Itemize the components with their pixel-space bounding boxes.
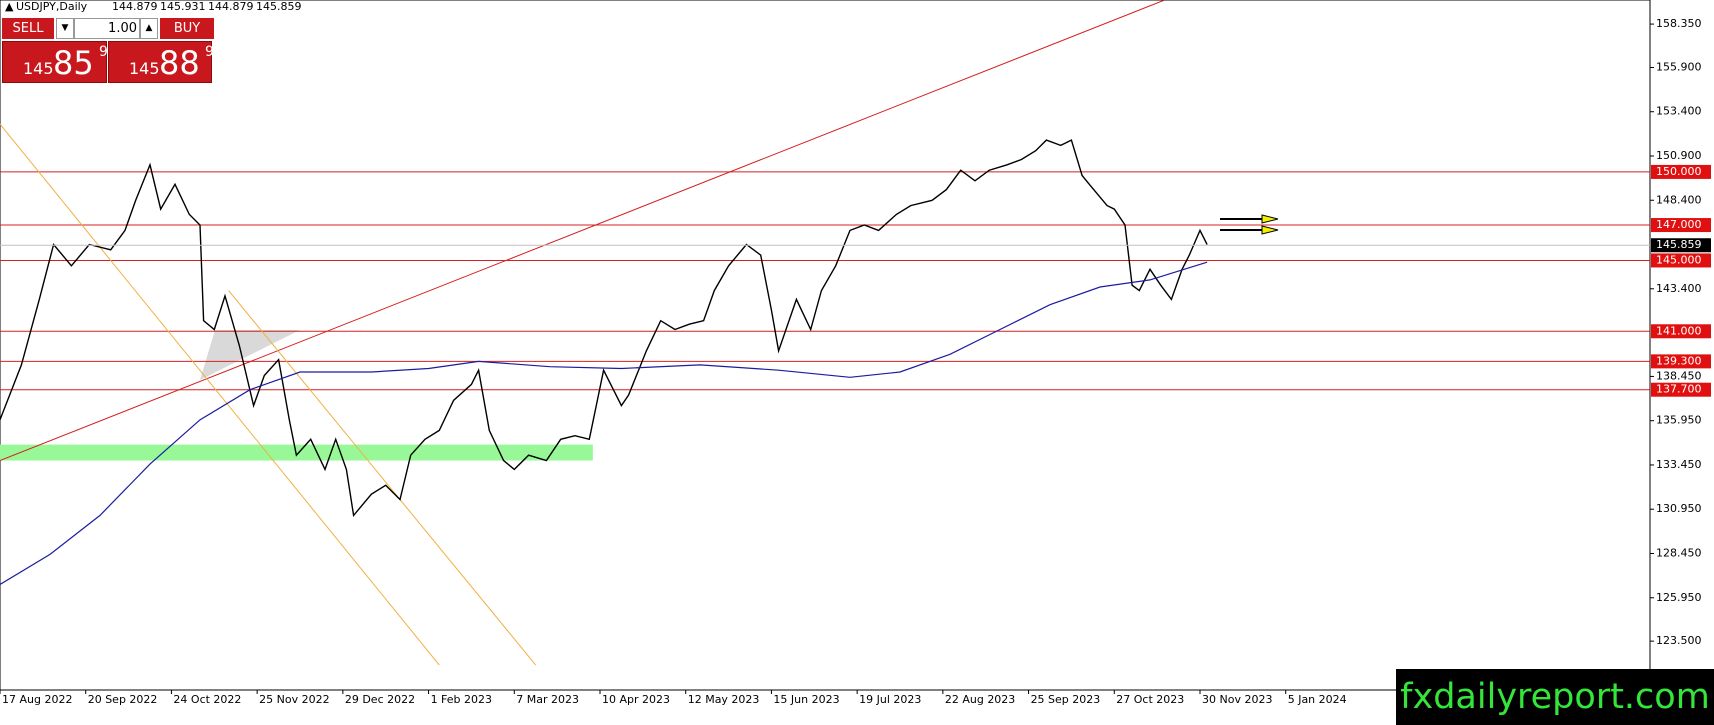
- level-label-box: [1651, 324, 1711, 339]
- y-tick-label: 150.900: [1656, 149, 1702, 162]
- y-tick-label: 135.950: [1656, 414, 1702, 427]
- x-tick-label: 10 Apr 2023: [602, 693, 670, 706]
- level-label-box: [1651, 382, 1711, 397]
- x-tick-label: 15 Jun 2023: [773, 693, 839, 706]
- level-label: 137.700: [1656, 383, 1702, 396]
- x-tick-label: 25 Sep 2023: [1031, 693, 1101, 706]
- y-tick-label: 148.400: [1656, 193, 1702, 206]
- y-tick-label: 125.950: [1656, 591, 1702, 604]
- trade-panel: SELL ▼ 1.00 ▲ BUY 145 85 9 145 88 9: [2, 18, 228, 84]
- level-label-box: [1651, 253, 1711, 268]
- x-tick-label: 20 Sep 2022: [88, 693, 158, 706]
- symbol-marker: ▲: [5, 0, 14, 13]
- current-price-box: [1651, 238, 1711, 253]
- arrow-head: [1261, 225, 1279, 235]
- lot-up[interactable]: ▲: [140, 18, 158, 39]
- buy-price[interactable]: 145 88 9: [108, 41, 214, 83]
- x-tick-label: 5 Jan 2024: [1288, 693, 1347, 706]
- y-tick-label: 143.400: [1656, 282, 1702, 295]
- x-tick-label: 12 May 2023: [688, 693, 760, 706]
- level-label: 150.000: [1656, 165, 1702, 178]
- level-label: 141.000: [1656, 324, 1702, 337]
- y-tick-label: 128.450: [1656, 546, 1702, 559]
- x-tick-label: 24 Oct 2022: [173, 693, 241, 706]
- y-tick-label: 158.350: [1656, 17, 1702, 30]
- ohlc-value: 144.879: [112, 0, 158, 13]
- lot-down[interactable]: ▼: [56, 18, 74, 39]
- level-label-box: [1651, 164, 1711, 179]
- x-tick-label: 19 Jul 2023: [859, 693, 921, 706]
- trendline: [0, 123, 440, 666]
- level-label: 139.300: [1656, 354, 1702, 367]
- level-label-box: [1651, 354, 1711, 369]
- buy-button[interactable]: BUY: [160, 18, 214, 39]
- trendline: [0, 0, 1165, 461]
- lot-input[interactable]: 1.00: [74, 18, 140, 39]
- x-tick-label: 1 Feb 2023: [431, 693, 492, 706]
- price-big: 145: [23, 59, 54, 78]
- current-price-label: 145.859: [1656, 238, 1702, 251]
- x-tick-label: 22 Aug 2023: [945, 693, 1015, 706]
- y-tick-label: 155.900: [1656, 60, 1702, 73]
- x-tick-label: 25 Nov 2022: [259, 693, 329, 706]
- y-tick-label: 133.450: [1656, 458, 1702, 471]
- watermark: fxdailyreport.com: [1396, 669, 1714, 725]
- arrow-head: [1261, 214, 1279, 224]
- chart-title: USDJPY,Daily: [16, 0, 88, 13]
- level-label: 147.000: [1656, 218, 1702, 231]
- price-line: [0, 261, 1208, 586]
- ohlc-value: 145.859: [256, 0, 302, 13]
- price-big: 145: [129, 59, 160, 78]
- x-tick-label: 27 Oct 2023: [1116, 693, 1184, 706]
- y-tick-label: 138.450: [1656, 369, 1702, 382]
- y-tick-label: 153.400: [1656, 105, 1702, 118]
- sell-button[interactable]: SELL: [2, 18, 54, 39]
- sell-price[interactable]: 145 85 9: [2, 41, 108, 83]
- price-small: 9: [205, 44, 214, 60]
- price-line: [0, 139, 1208, 518]
- price-main: 88: [159, 44, 200, 82]
- ohlc-value: 144.879: [208, 0, 254, 13]
- price-small: 9: [99, 44, 108, 60]
- y-tick-label: 130.950: [1656, 502, 1702, 515]
- price-main: 85: [53, 44, 94, 82]
- pattern-shape: [200, 330, 300, 380]
- plot-frame: [0, 0, 1651, 691]
- trendline: [228, 290, 537, 666]
- x-tick-label: 30 Nov 2023: [1202, 693, 1272, 706]
- x-tick-label: 7 Mar 2023: [516, 693, 579, 706]
- x-tick-label: 29 Dec 2022: [345, 693, 415, 706]
- level-label: 145.000: [1656, 253, 1702, 266]
- x-tick-label: 17 Aug 2022: [2, 693, 72, 706]
- y-tick-label: 123.500: [1656, 634, 1702, 647]
- level-label-box: [1651, 218, 1711, 233]
- ohlc-value: 145.931: [160, 0, 206, 13]
